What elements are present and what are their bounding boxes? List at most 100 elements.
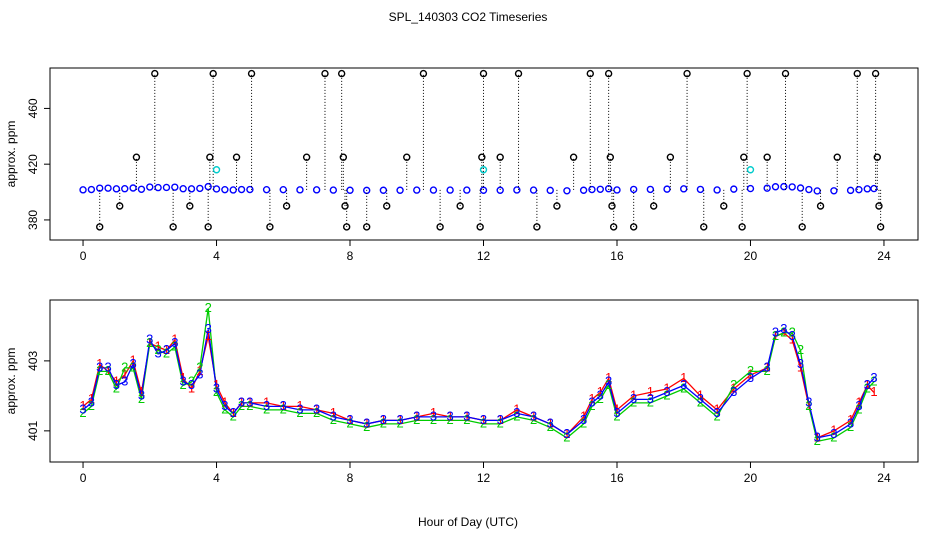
data-point bbox=[429, 186, 438, 194]
point-marker: 1 bbox=[346, 412, 353, 427]
point-marker: 2 bbox=[280, 401, 287, 416]
point-marker: 1 bbox=[230, 405, 237, 420]
data-point bbox=[476, 223, 484, 231]
point-marker: 1 bbox=[205, 328, 212, 343]
point-marker: 3 bbox=[613, 405, 620, 420]
data-point bbox=[846, 186, 855, 195]
point-marker: 1 bbox=[647, 384, 654, 399]
point-marker: 3 bbox=[870, 370, 877, 385]
point-marker: 2 bbox=[847, 419, 854, 434]
data-point bbox=[696, 185, 705, 194]
point-marker: 2 bbox=[870, 373, 877, 388]
data-point bbox=[533, 223, 541, 231]
data-point bbox=[496, 153, 504, 161]
point-marker: 2 bbox=[780, 324, 787, 339]
point-marker: 2 bbox=[146, 335, 153, 350]
y-tick-label: 420 bbox=[26, 154, 40, 174]
point-marker: 1 bbox=[96, 356, 103, 371]
point-marker: 1 bbox=[764, 359, 771, 374]
data-point bbox=[529, 186, 538, 194]
point-marker: 3 bbox=[730, 384, 737, 399]
y-tick-label: 403 bbox=[26, 351, 40, 371]
data-point bbox=[569, 153, 578, 161]
x-tick-label: 8 bbox=[347, 471, 354, 485]
point-marker: 3 bbox=[680, 377, 687, 392]
point-marker: 2 bbox=[730, 377, 737, 392]
data-point bbox=[863, 185, 871, 193]
point-marker: 2 bbox=[647, 394, 654, 409]
point-marker: 2 bbox=[171, 338, 178, 353]
point-marker: 3 bbox=[380, 412, 387, 427]
x-axis-label: Hour of Day (UTC) bbox=[418, 515, 518, 529]
point-marker: 1 bbox=[447, 408, 454, 423]
point-marker: 3 bbox=[121, 373, 128, 388]
point-marker: 3 bbox=[597, 387, 604, 402]
point-marker: 3 bbox=[588, 394, 595, 409]
point-marker: 2 bbox=[830, 429, 837, 444]
data-point bbox=[629, 223, 638, 231]
point-marker: 1 bbox=[155, 338, 162, 353]
x-tick-label: 20 bbox=[744, 249, 758, 263]
point-marker: 3 bbox=[814, 429, 821, 444]
point-marker: 2 bbox=[764, 363, 771, 378]
point-marker: 3 bbox=[313, 401, 320, 416]
point-marker: 3 bbox=[747, 370, 754, 385]
point-marker: 3 bbox=[280, 398, 287, 413]
point-marker: 2 bbox=[230, 408, 237, 423]
point-marker: 3 bbox=[430, 408, 437, 423]
point-marker: 1 bbox=[413, 408, 420, 423]
point-marker: 2 bbox=[155, 342, 162, 357]
point-marker: 3 bbox=[580, 412, 587, 427]
point-marker: 1 bbox=[855, 394, 862, 409]
point-marker: 1 bbox=[263, 394, 270, 409]
data-point bbox=[436, 223, 444, 231]
data-point bbox=[137, 185, 146, 193]
point-marker: 1 bbox=[430, 405, 437, 420]
point-marker: 1 bbox=[530, 408, 537, 423]
data-point bbox=[514, 69, 523, 78]
data-point bbox=[596, 185, 605, 193]
point-marker: 1 bbox=[713, 401, 720, 416]
data-point bbox=[262, 185, 271, 194]
data-point bbox=[746, 184, 755, 193]
point-marker: 3 bbox=[113, 377, 120, 392]
data-point bbox=[609, 223, 618, 231]
data-point bbox=[479, 186, 488, 194]
point-marker: 2 bbox=[814, 433, 821, 448]
point-marker: 2 bbox=[597, 391, 604, 406]
data-point bbox=[478, 153, 486, 161]
point-marker: 1 bbox=[789, 331, 796, 346]
data-point bbox=[513, 186, 521, 194]
data-point bbox=[171, 183, 179, 191]
point-marker: 1 bbox=[79, 398, 86, 413]
point-marker: 3 bbox=[96, 359, 103, 374]
data-point bbox=[604, 69, 613, 78]
point-marker: 2 bbox=[363, 419, 370, 434]
data-point bbox=[282, 202, 291, 210]
point-marker: 1 bbox=[196, 363, 203, 378]
data-point bbox=[763, 184, 771, 192]
point-marker: 2 bbox=[747, 363, 754, 378]
point-marker: 3 bbox=[396, 412, 403, 427]
data-point bbox=[780, 182, 788, 191]
data-point bbox=[151, 69, 159, 78]
data-point bbox=[79, 186, 87, 194]
point-marker: 1 bbox=[697, 387, 704, 402]
point-marker: 2 bbox=[413, 412, 420, 427]
point-marker: 2 bbox=[221, 401, 228, 416]
y-tick-label: 380 bbox=[26, 210, 40, 230]
point-marker: 1 bbox=[121, 366, 128, 381]
point-marker: 3 bbox=[855, 398, 862, 413]
point-marker: 3 bbox=[547, 415, 554, 430]
data-point bbox=[740, 153, 748, 161]
point-marker: 1 bbox=[396, 412, 403, 427]
point-marker: 3 bbox=[789, 328, 796, 343]
x-tick-label: 12 bbox=[477, 471, 491, 485]
point-marker: 1 bbox=[613, 401, 620, 416]
data-point bbox=[781, 69, 790, 78]
data-point bbox=[870, 184, 878, 193]
data-point bbox=[649, 202, 658, 210]
point-marker: 3 bbox=[463, 408, 470, 423]
series-line bbox=[82, 308, 875, 443]
